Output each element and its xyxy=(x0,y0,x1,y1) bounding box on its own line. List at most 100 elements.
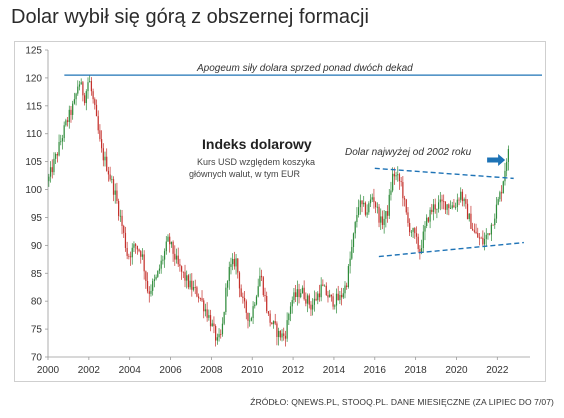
candle-body xyxy=(366,212,368,215)
candle-body xyxy=(259,275,261,287)
candle-body xyxy=(363,202,365,205)
candle-body xyxy=(487,233,489,235)
y-tick-label: 75 xyxy=(31,325,43,336)
candle-body xyxy=(165,241,167,252)
chart-subtitle-line-1: Kurs USD względem koszyka xyxy=(197,157,315,167)
y-tick-label: 120 xyxy=(25,73,42,84)
page-title: Dolar wybił się górą z obszernej formacj… xyxy=(11,6,369,28)
candle-body xyxy=(169,236,171,245)
candle-body xyxy=(153,279,155,282)
candle-body xyxy=(364,202,367,215)
candle-body xyxy=(291,300,293,307)
candle-body xyxy=(315,298,317,301)
chart-frame: 70 75 80 85 90 95 100 105 110 115 120 125 2000 2002 20… xyxy=(14,41,546,382)
candle-body xyxy=(135,244,137,246)
candle-body xyxy=(455,206,457,208)
candle-body xyxy=(186,275,188,281)
candle-body xyxy=(112,179,115,195)
candle-body xyxy=(472,228,474,231)
candle-body xyxy=(429,209,431,222)
candle-body xyxy=(356,215,358,223)
candle-body xyxy=(189,280,191,288)
trend-line-upper xyxy=(374,167,514,180)
candle-body xyxy=(347,266,350,288)
candle-body xyxy=(426,217,428,226)
candle-body xyxy=(174,253,176,260)
candle-body xyxy=(274,321,276,324)
x-tick-label: 2016 xyxy=(364,365,387,376)
candle-body xyxy=(295,292,297,298)
candle-body xyxy=(381,216,384,225)
candle-body xyxy=(468,213,470,220)
candle-body xyxy=(138,249,140,252)
candle-body xyxy=(409,222,411,233)
candle-body xyxy=(233,258,235,267)
x-tick-label: 2018 xyxy=(405,365,428,376)
candle-body xyxy=(504,170,506,182)
candle-body xyxy=(223,312,225,324)
x-tick-label: 2022 xyxy=(486,365,509,376)
x-tick-label: 2002 xyxy=(78,365,101,376)
candle-body xyxy=(63,125,65,139)
candle-body xyxy=(506,161,508,171)
candle-body xyxy=(271,322,273,325)
candle-body xyxy=(371,197,373,200)
candle-body xyxy=(242,296,244,298)
candle-body xyxy=(114,190,116,195)
candle-body xyxy=(184,272,186,281)
candle-body xyxy=(323,285,326,287)
candle-body xyxy=(82,82,84,96)
candle-body xyxy=(441,199,443,202)
candle-body xyxy=(357,207,360,216)
candle-body xyxy=(264,295,266,296)
apogee-annotation: Apogeum siły dolara sprzed ponad dwóch d… xyxy=(196,63,413,74)
candle-body xyxy=(300,293,302,298)
candle-body xyxy=(376,206,378,208)
candle-body xyxy=(325,285,327,296)
candle-body xyxy=(206,309,208,318)
candle-body xyxy=(298,289,300,298)
candle-body xyxy=(94,99,96,105)
candle-body xyxy=(453,205,455,208)
candle-body xyxy=(107,170,110,175)
candle-body xyxy=(225,287,227,313)
candle-body xyxy=(245,301,247,313)
candle-body xyxy=(344,285,346,294)
candle-body xyxy=(266,295,268,312)
candle-body xyxy=(146,280,149,292)
candle-body xyxy=(419,248,421,252)
x-tick-label: 2012 xyxy=(282,365,305,376)
candle-body xyxy=(397,174,399,176)
candle-body xyxy=(412,228,414,232)
candle-body xyxy=(163,251,166,260)
candle-body xyxy=(92,91,94,100)
candle-body xyxy=(121,215,123,226)
candle-body xyxy=(70,109,72,115)
candle-body xyxy=(334,305,336,307)
candle-body xyxy=(145,271,147,281)
candle-body xyxy=(140,251,142,257)
candle-body xyxy=(208,315,210,318)
candle-body xyxy=(482,237,484,245)
candle-body xyxy=(390,190,392,195)
y-tick-label: 110 xyxy=(26,129,42,140)
candle-body xyxy=(443,201,445,203)
candle-body xyxy=(490,224,492,235)
candle-body xyxy=(410,231,412,233)
candle-body xyxy=(158,268,161,271)
candle-body xyxy=(378,206,380,223)
x-tick-label: 2006 xyxy=(159,365,182,376)
y-tick-label: 70 xyxy=(31,353,43,364)
candle-body xyxy=(288,313,290,321)
y-tick-label: 90 xyxy=(31,241,43,252)
candle-body xyxy=(296,289,298,298)
candle-body xyxy=(420,247,423,252)
candle-body xyxy=(191,280,193,290)
candle-body xyxy=(58,142,60,156)
candle-body xyxy=(489,233,491,235)
recent-high-annotation: Dolar najwyżej od 2002 roku xyxy=(345,147,472,158)
chart-title: Indeks dolarowy xyxy=(202,136,312,152)
candle-body xyxy=(470,213,472,229)
candle-body xyxy=(77,86,79,94)
candle-body xyxy=(237,258,239,273)
